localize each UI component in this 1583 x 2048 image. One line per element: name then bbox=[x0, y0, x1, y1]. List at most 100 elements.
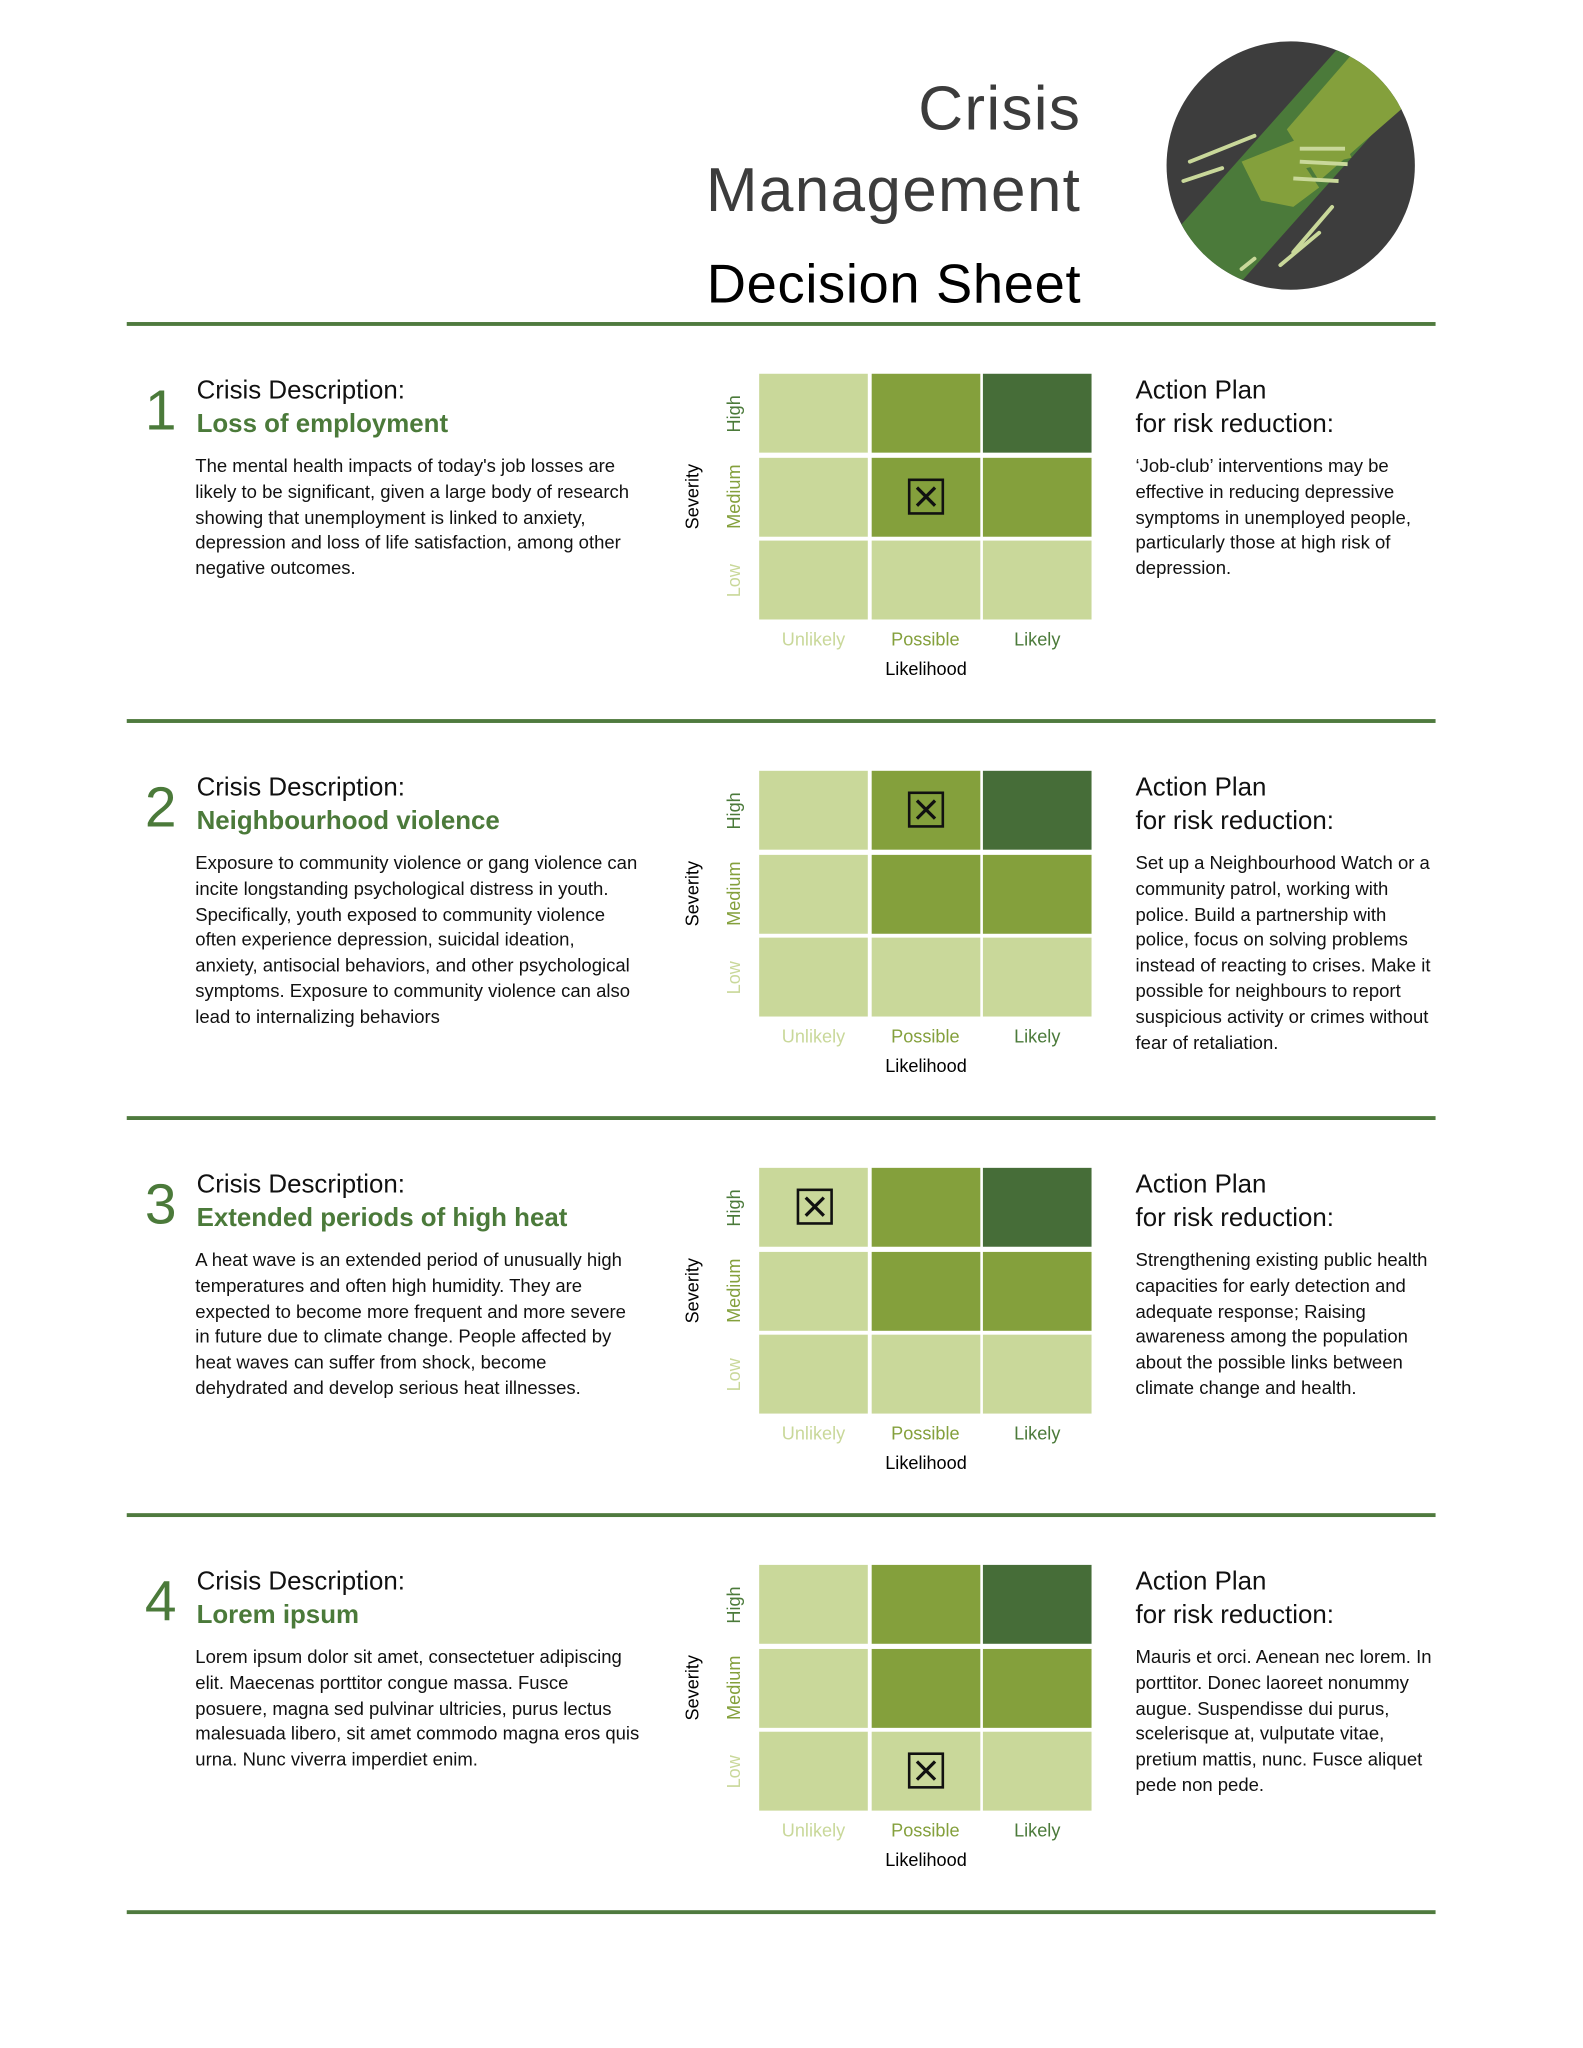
action-text: ‘Job-club’ interventions may be effectiv… bbox=[1135, 456, 1411, 580]
description-label: Crisis Description: bbox=[196, 1567, 406, 1596]
description-label: Crisis Description: bbox=[196, 773, 406, 802]
crisis-title: Loss of employment bbox=[196, 409, 449, 439]
matrix-cell bbox=[871, 854, 980, 934]
likelihood-label: Likelihood bbox=[885, 658, 967, 679]
likelihood-level: Possible bbox=[891, 628, 960, 650]
action-label: Action Plan bbox=[1135, 1170, 1267, 1199]
divider bbox=[126, 1116, 1436, 1120]
logo bbox=[1166, 41, 1415, 290]
title-line: Crisis bbox=[918, 75, 1082, 144]
matrix-cell bbox=[982, 937, 1092, 1017]
severity-level: High bbox=[722, 394, 744, 432]
section-number: 2 bbox=[144, 775, 177, 840]
matrix-cell bbox=[759, 540, 868, 620]
description-text: The mental health impacts of today's job… bbox=[195, 456, 630, 580]
likelihood-level: Possible bbox=[891, 1422, 960, 1444]
severity-label: Severity bbox=[681, 463, 703, 530]
matrix-cell bbox=[982, 540, 1092, 620]
action-label: for risk reduction: bbox=[1135, 1601, 1334, 1630]
likelihood-label: Likelihood bbox=[885, 1849, 967, 1871]
action-label: Action Plan bbox=[1135, 1567, 1267, 1596]
divider bbox=[126, 322, 1436, 326]
description-text: Exposure to community violence or gang v… bbox=[195, 853, 638, 1028]
matrix-cell bbox=[759, 1564, 868, 1644]
description-label: Crisis Description: bbox=[196, 376, 406, 405]
section-number: 3 bbox=[144, 1173, 177, 1237]
matrix-cell bbox=[982, 1167, 1092, 1247]
matrix-cell bbox=[759, 937, 868, 1017]
crisis-title: Extended periods of high heat bbox=[196, 1204, 568, 1233]
matrix-cell bbox=[759, 770, 868, 850]
action-label: for risk reduction: bbox=[1135, 1204, 1334, 1233]
action-label: for risk reduction: bbox=[1135, 807, 1334, 836]
severity-level: Medium bbox=[722, 861, 744, 926]
title-line: Management bbox=[705, 156, 1082, 226]
likelihood-level: Possible bbox=[891, 1025, 960, 1047]
description-text: A heat wave is an extended period of unu… bbox=[195, 1250, 626, 1400]
matrix-cell bbox=[982, 1648, 1092, 1728]
likelihood-level: Unlikely bbox=[781, 628, 846, 650]
likelihood-label: Likelihood bbox=[885, 1055, 967, 1077]
action-text: Mauris et orci. Aenean nec lorem. In por… bbox=[1135, 1647, 1432, 1797]
matrix-cell bbox=[871, 1167, 980, 1247]
matrix-cell bbox=[982, 457, 1092, 537]
likelihood-level: Likely bbox=[1014, 1819, 1061, 1841]
severity-level: Medium bbox=[722, 1258, 744, 1323]
likelihood-level: Unlikely bbox=[781, 1422, 846, 1444]
risk-marker bbox=[907, 477, 945, 515]
marker-x bbox=[915, 1760, 937, 1781]
crisis-title: Lorem ipsum bbox=[196, 1601, 359, 1630]
matrix-cell bbox=[871, 1334, 980, 1414]
matrix-cell bbox=[982, 1251, 1092, 1331]
matrix-cell bbox=[871, 1564, 980, 1644]
matrix-cell bbox=[982, 854, 1092, 934]
action-text: Strengthening existing public health cap… bbox=[1135, 1250, 1428, 1400]
severity-level: Low bbox=[722, 960, 744, 994]
action-label: Action Plan bbox=[1135, 773, 1267, 802]
matrix-cell bbox=[759, 1731, 868, 1811]
likelihood-level: Likely bbox=[1014, 1422, 1061, 1444]
description-label: Crisis Description: bbox=[196, 1170, 406, 1199]
likelihood-level: Unlikely bbox=[781, 1025, 846, 1047]
matrix-cell bbox=[871, 937, 980, 1017]
matrix-cell bbox=[759, 1334, 868, 1414]
severity-level: Medium bbox=[722, 1655, 744, 1720]
matrix-cell bbox=[982, 1731, 1092, 1811]
matrix-cell bbox=[871, 1648, 980, 1728]
matrix-cell bbox=[759, 1251, 868, 1331]
matrix-cell bbox=[871, 373, 980, 453]
severity-level: Medium bbox=[722, 464, 744, 529]
action-label: for risk reduction: bbox=[1135, 409, 1334, 439]
action-text: Set up a Neighbourhood Watch or a commun… bbox=[1135, 853, 1431, 1054]
subtitle: Decision Sheet bbox=[706, 253, 1082, 315]
likelihood-level: Unlikely bbox=[781, 1819, 846, 1841]
matrix-cell bbox=[982, 373, 1092, 453]
severity-level: High bbox=[722, 1188, 744, 1226]
section-number: 4 bbox=[144, 1570, 177, 1634]
risk-marker bbox=[907, 791, 945, 828]
severity-level: Low bbox=[722, 563, 744, 597]
action-label: Action Plan bbox=[1135, 376, 1267, 405]
matrix-cell bbox=[982, 770, 1092, 850]
severity-level: Low bbox=[722, 1754, 744, 1788]
divider bbox=[126, 1513, 1436, 1518]
matrix-cell bbox=[871, 1251, 980, 1331]
matrix-cell bbox=[871, 540, 980, 620]
matrix-cell bbox=[982, 1564, 1092, 1644]
risk-marker bbox=[907, 1752, 945, 1789]
severity-label: Severity bbox=[681, 1258, 703, 1324]
severity-label: Severity bbox=[681, 1655, 703, 1721]
section-number: 1 bbox=[144, 378, 177, 443]
marker-x bbox=[915, 799, 937, 820]
divider bbox=[126, 1910, 1436, 1915]
divider bbox=[126, 719, 1436, 723]
marker-x bbox=[915, 485, 937, 507]
likelihood-label: Likelihood bbox=[885, 1452, 967, 1474]
severity-level: Low bbox=[722, 1357, 744, 1391]
marker-x bbox=[803, 1196, 825, 1217]
likelihood-level: Possible bbox=[891, 1819, 960, 1841]
crisis-title: Neighbourhood violence bbox=[196, 807, 500, 836]
severity-level: High bbox=[722, 791, 744, 829]
matrix-cell bbox=[759, 457, 868, 537]
